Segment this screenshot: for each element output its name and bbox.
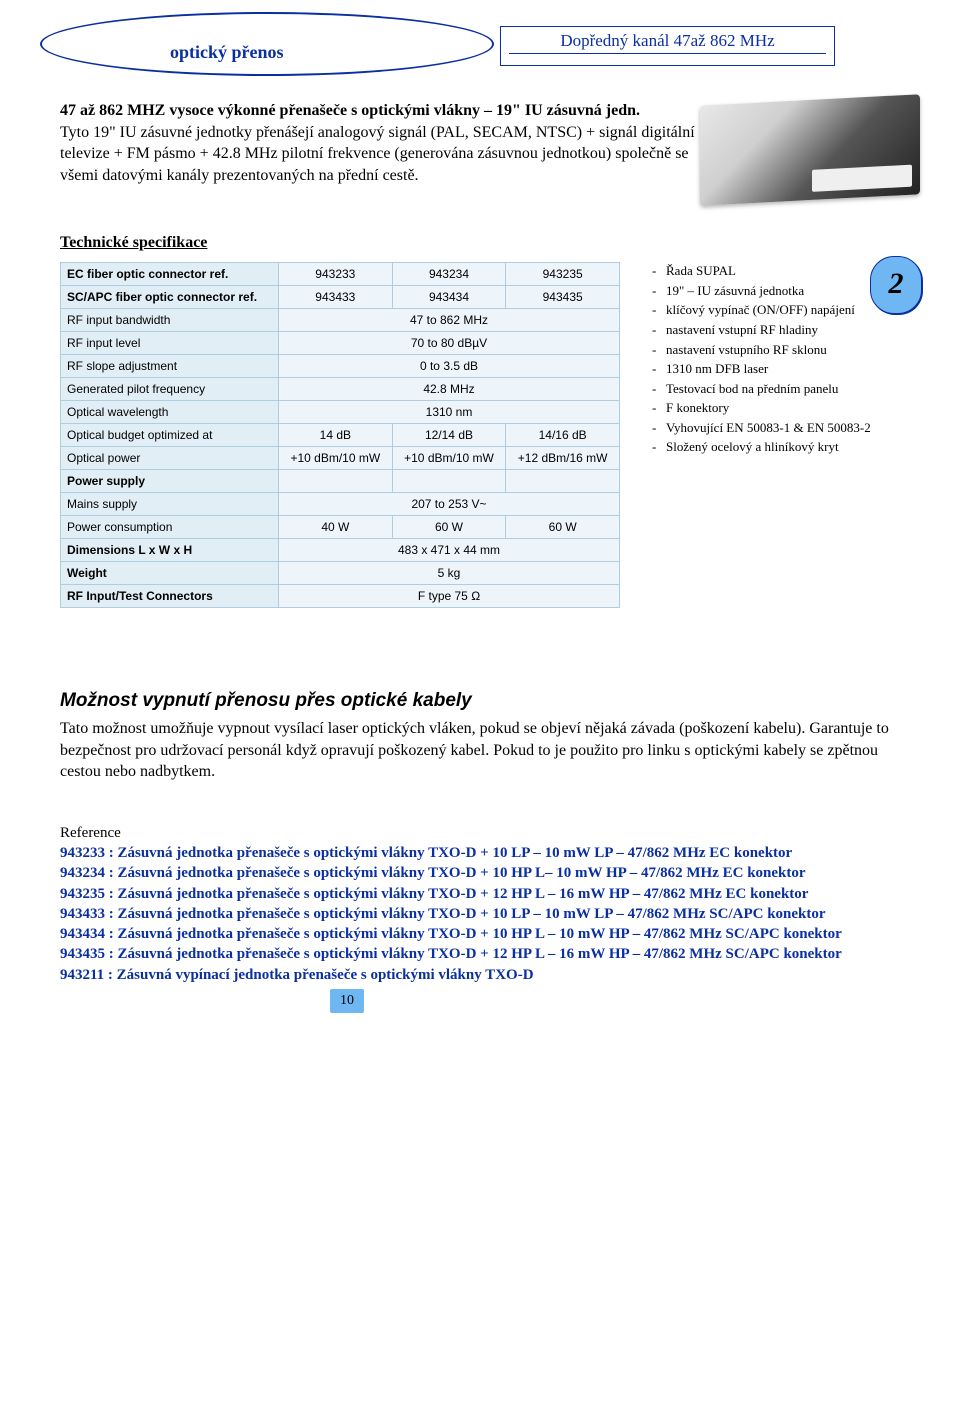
spec-label: Power supply: [61, 470, 279, 493]
spec-value: 47 to 862 MHz: [279, 309, 620, 332]
reference-line: 943211 : Zásuvná vypínací jednotka přena…: [60, 965, 900, 985]
feature-item: 1310 nm DFB laser: [652, 360, 878, 378]
spec-label: Power consumption: [61, 516, 279, 539]
spec-heading: Technické specifikace: [60, 234, 900, 252]
spec-value: 483 x 471 x 44 mm: [279, 539, 620, 562]
spec-value: 14/16 dB: [506, 424, 620, 447]
spec-value: +10 dBm/10 mW: [279, 447, 393, 470]
spec-table: EC fiber optic connector ref.94323394323…: [60, 262, 620, 608]
section-title: Možnost vypnutí přenosu přes optické kab…: [60, 688, 900, 714]
spec-value: 943434: [392, 286, 506, 309]
reference-line: 943435 : Zásuvná jednotka přenašeče s op…: [60, 944, 900, 964]
spec-label: EC fiber optic connector ref.: [61, 263, 279, 286]
device-photo: [700, 94, 920, 206]
spec-value: +12 dBm/16 mW: [506, 447, 620, 470]
feature-item: Řada SUPAL: [652, 262, 878, 280]
header-left-label: optický přenos: [170, 42, 284, 63]
page-number: 10: [330, 989, 364, 1013]
side-features: 2 Řada SUPAL19" – IU zásuvná jednotkaklí…: [636, 262, 878, 457]
spec-value: [279, 470, 393, 493]
spec-value: 207 to 253 V~: [279, 493, 620, 516]
spec-value: 70 to 80 dBµV: [279, 332, 620, 355]
spec-value: 943433: [279, 286, 393, 309]
spec-value: F type 75 Ω: [279, 585, 620, 608]
spec-value: 1310 nm: [279, 401, 620, 424]
spec-value: 0 to 3.5 dB: [279, 355, 620, 378]
spec-value: 40 W: [279, 516, 393, 539]
spec-label: RF Input/Test Connectors: [61, 585, 279, 608]
spec-value: [506, 470, 620, 493]
feature-item: 19" – IU zásuvná jednotka: [652, 282, 878, 300]
feature-item: nastavení vstupního RF sklonu: [652, 341, 878, 359]
feature-item: F konektory: [652, 399, 878, 417]
header-right-box: Dopředný kanál 47až 862 MHz: [500, 26, 835, 66]
intro-block: 47 až 862 MHZ vysoce výkonné přenašeče s…: [60, 100, 700, 186]
feature-item: Testovací bod na předním panelu: [652, 380, 878, 398]
references-block: Reference 943233 : Zásuvná jednotka přen…: [60, 823, 900, 985]
reference-line: 943234 : Zásuvná jednotka přenašeče s op…: [60, 863, 900, 883]
spec-value: [392, 470, 506, 493]
spec-value: 5 kg: [279, 562, 620, 585]
spec-label: RF input level: [61, 332, 279, 355]
spec-label: Mains supply: [61, 493, 279, 516]
spec-value: 60 W: [392, 516, 506, 539]
reference-line: 943235 : Zásuvná jednotka přenašeče s op…: [60, 884, 900, 904]
spec-label: Weight: [61, 562, 279, 585]
section-body: Tato možnost umožňuje vypnout vysílací l…: [60, 718, 900, 783]
header-right-label: Dopředný kanál 47až 862 MHz: [509, 31, 826, 54]
feature-item: nastavení vstupní RF hladiny: [652, 321, 878, 339]
spec-label: Optical power: [61, 447, 279, 470]
spec-value: 943234: [392, 263, 506, 286]
feature-item: klíčový vypínač (ON/OFF) napájení: [652, 301, 878, 319]
spec-label: RF slope adjustment: [61, 355, 279, 378]
optical-shutdown-section: Možnost vypnutí přenosu přes optické kab…: [60, 688, 900, 782]
intro-title: 47 až 862 MHZ vysoce výkonné přenašeče s…: [60, 100, 700, 122]
spec-value: +10 dBm/10 mW: [392, 447, 506, 470]
spec-value: 943435: [506, 286, 620, 309]
spec-label: SC/APC fiber optic connector ref.: [61, 286, 279, 309]
feature-item: Složený ocelový a hliníkový kryt: [652, 438, 878, 456]
spec-label: Optical wavelength: [61, 401, 279, 424]
spec-value: 12/14 dB: [392, 424, 506, 447]
spec-label: Generated pilot frequency: [61, 378, 279, 401]
spec-value: 60 W: [506, 516, 620, 539]
spec-value: 42.8 MHz: [279, 378, 620, 401]
spec-value: 943235: [506, 263, 620, 286]
page-header: optický přenos Dopředný kanál 47až 862 M…: [60, 20, 900, 80]
references-heading: Reference: [60, 823, 900, 843]
reference-line: 943233 : Zásuvná jednotka přenašeče s op…: [60, 843, 900, 863]
spec-value: 943233: [279, 263, 393, 286]
spec-label: RF input bandwidth: [61, 309, 279, 332]
spec-label: Optical budget optimized at: [61, 424, 279, 447]
spec-value: 14 dB: [279, 424, 393, 447]
feature-item: Vyhovující EN 50083-1 & EN 50083-2: [652, 419, 878, 437]
spec-label: Dimensions L x W x H: [61, 539, 279, 562]
intro-body: Tyto 19" IU zásuvné jednotky přenášejí a…: [60, 122, 700, 187]
reference-line: 943433 : Zásuvná jednotka přenašeče s op…: [60, 904, 900, 924]
reference-line: 943434 : Zásuvná jednotka přenašeče s op…: [60, 924, 900, 944]
